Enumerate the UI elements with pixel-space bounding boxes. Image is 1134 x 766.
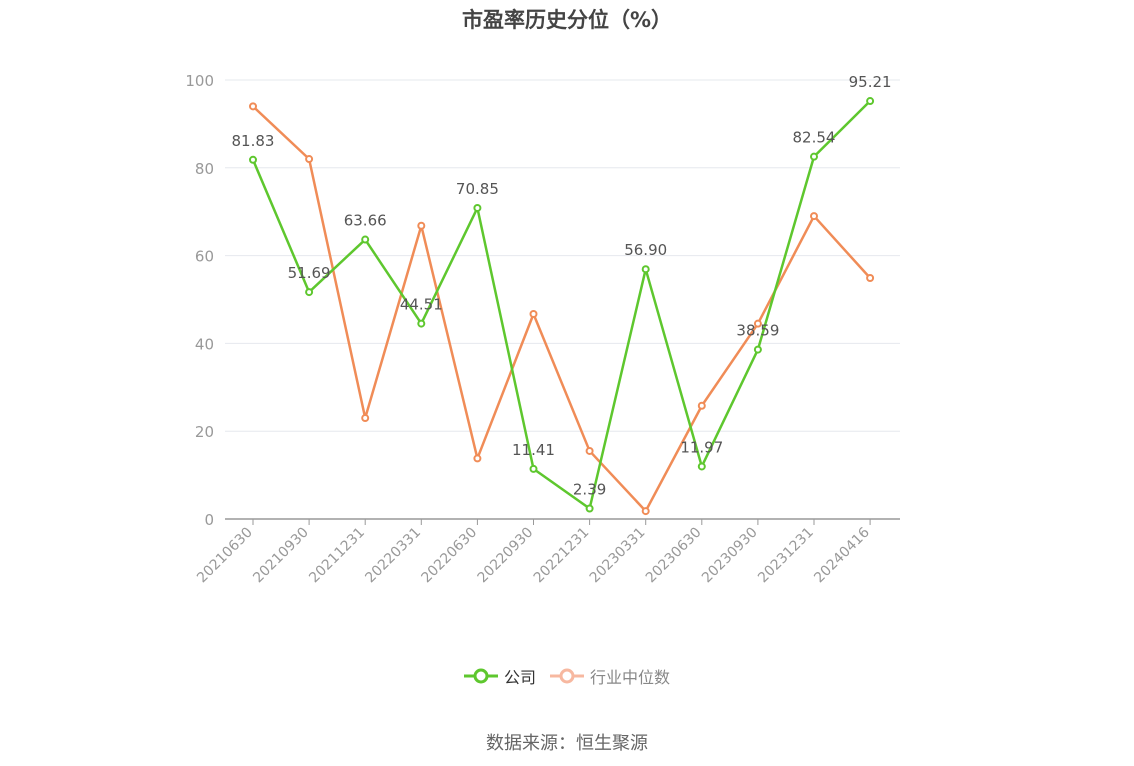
company-data-label: 82.54 <box>793 129 836 147</box>
legend-company-label: 公司 <box>503 668 536 687</box>
industry-median-point <box>473 454 482 463</box>
legend-item-company[interactable]: 公司 <box>463 664 536 688</box>
x-tick-label: 20230630 <box>643 525 705 587</box>
company-point <box>585 504 594 513</box>
x-tick-label: 20211231 <box>306 525 368 587</box>
x-tick-label: 20210630 <box>194 525 256 587</box>
industry-median-point <box>249 102 257 111</box>
industry-median-point <box>810 212 818 221</box>
industry-median-point <box>697 401 706 410</box>
industry-median-point <box>585 446 594 455</box>
company-data-label: 2.39 <box>573 481 606 499</box>
company-point <box>473 203 482 212</box>
industry-median-point <box>753 319 762 328</box>
company-data-label: 11.97 <box>680 438 723 456</box>
y-tick-label: 100 <box>185 72 214 90</box>
company-data-label: 38.59 <box>736 322 779 340</box>
legend-industry-median-label: 行业中位数 <box>590 668 671 687</box>
x-tick-label: 20221231 <box>531 525 593 587</box>
x-tick-label: 20231231 <box>755 525 817 587</box>
company-point <box>697 462 706 471</box>
company-point <box>529 464 538 473</box>
company-data-label: 81.83 <box>232 132 275 150</box>
company-data-label: 11.41 <box>512 441 555 459</box>
company-data-label: 95.21 <box>849 73 892 91</box>
chart-title: 市盈率历史分位（%） <box>461 8 673 32</box>
source-note: 数据来源：恒生聚源 <box>486 733 648 754</box>
company-series-line <box>251 100 871 510</box>
industry-median-series-line <box>252 105 872 513</box>
data-labels: 81.83 51.69 63.66 44.51 70.85 11.41 2.39 56.90 1… <box>232 73 892 498</box>
y-tick-label: 80 <box>195 160 214 178</box>
legend-company-icon <box>463 668 498 684</box>
industry-median-point <box>529 309 538 318</box>
company-point <box>866 97 875 106</box>
company-point <box>361 235 370 244</box>
industry-median-point <box>417 221 426 230</box>
y-tick-label: 40 <box>195 335 214 353</box>
company-data-label: 56.90 <box>624 241 667 259</box>
grid-lines <box>225 79 900 432</box>
x-tick-label: 20220331 <box>362 525 424 587</box>
company-data-label: 44.51 <box>400 296 443 314</box>
company-data-label: 51.69 <box>288 264 331 282</box>
axes: 0204060801002021063020210930202112312022… <box>185 72 900 586</box>
y-tick-label: 60 <box>195 248 214 266</box>
legend-item-industry-median[interactable]: 行业中位数 <box>550 664 670 688</box>
company-point <box>417 319 426 328</box>
x-tick-label: 20230930 <box>699 525 761 587</box>
company-data-label: 63.66 <box>344 212 387 230</box>
y-tick-label: 20 <box>195 423 214 441</box>
legend-industry-median-icon <box>550 668 584 684</box>
series-layer <box>249 97 875 516</box>
company-point <box>641 265 650 274</box>
industry-median-point <box>866 273 875 282</box>
x-tick-label: 20230331 <box>587 525 649 587</box>
y-tick-label: 0 <box>204 511 214 529</box>
company-data-label: 70.85 <box>456 180 499 198</box>
industry-median-point <box>361 414 370 423</box>
x-tick-label: 20220630 <box>419 525 481 587</box>
industry-median-point <box>641 507 650 516</box>
company-point <box>305 288 314 297</box>
x-tick-label: 20210930 <box>250 525 312 587</box>
company-point <box>810 152 818 161</box>
industry-median-point <box>305 155 314 164</box>
x-tick-label: 20240416 <box>811 524 873 586</box>
legend: 公司 行业中位数 <box>0 664 1134 688</box>
company-point <box>249 155 257 164</box>
x-tick-label: 20220930 <box>475 525 537 587</box>
company-point <box>753 345 762 354</box>
